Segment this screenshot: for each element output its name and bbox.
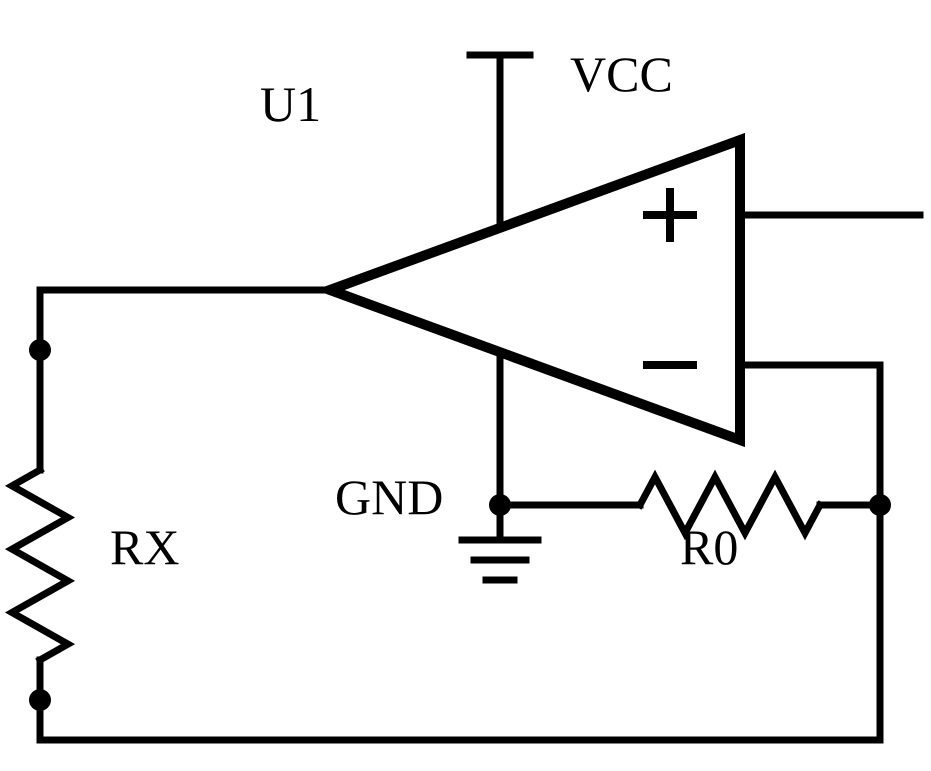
opamp-triangle: [330, 140, 740, 440]
label-rx: RX: [110, 518, 179, 576]
node-r0-right: [869, 494, 891, 516]
label-vcc: VCC: [570, 45, 673, 103]
node-left-bot: [29, 689, 51, 711]
node-left-top: [29, 339, 51, 361]
label-gnd: GND: [335, 468, 443, 526]
label-u1: U1: [260, 75, 321, 133]
label-r0: R0: [680, 518, 738, 576]
resistor-rx: [12, 470, 68, 660]
node-gnd-tee: [489, 494, 511, 516]
